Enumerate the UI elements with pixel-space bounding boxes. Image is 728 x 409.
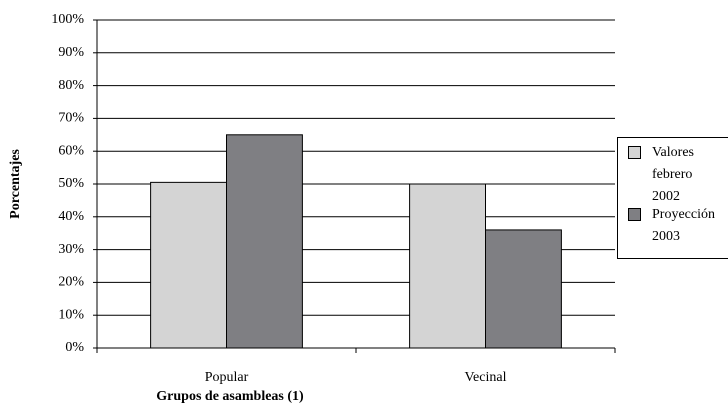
legend-item: Valores febrero 2002 bbox=[628, 142, 714, 208]
y-tick-label: 10% bbox=[58, 307, 84, 322]
y-tick-label: 70% bbox=[58, 111, 84, 126]
y-tick-label: 100% bbox=[51, 12, 84, 27]
legend-swatch bbox=[628, 146, 641, 159]
legend-label: Valores febrero 2002 bbox=[652, 145, 694, 204]
bar bbox=[485, 229, 562, 349]
x-tick-label: Vecinal bbox=[465, 370, 507, 385]
bar bbox=[226, 134, 303, 349]
y-axis-title: Porcentajes bbox=[8, 149, 23, 219]
x-tick-label: Popular bbox=[205, 370, 249, 385]
y-tick-label: 90% bbox=[58, 45, 84, 60]
y-tick-label: 30% bbox=[58, 242, 84, 257]
y-tick-label: 60% bbox=[58, 143, 84, 158]
y-tick-label: 50% bbox=[58, 176, 84, 191]
y-tick-label: 0% bbox=[65, 340, 84, 355]
y-tick-label: 80% bbox=[58, 78, 84, 93]
bar bbox=[409, 183, 487, 349]
y-tick-label: 40% bbox=[58, 209, 84, 224]
legend-label: Proyección 2003 bbox=[652, 207, 715, 244]
legend-item: Proyección 2003 bbox=[628, 204, 715, 248]
legend: Valores febrero 2002 Proyección 2003 bbox=[617, 137, 728, 259]
y-tick-label: 20% bbox=[58, 275, 84, 290]
bar bbox=[150, 181, 228, 349]
x-axis-title: Grupos de asambleas (1) bbox=[156, 389, 304, 404]
legend-swatch bbox=[628, 208, 641, 221]
